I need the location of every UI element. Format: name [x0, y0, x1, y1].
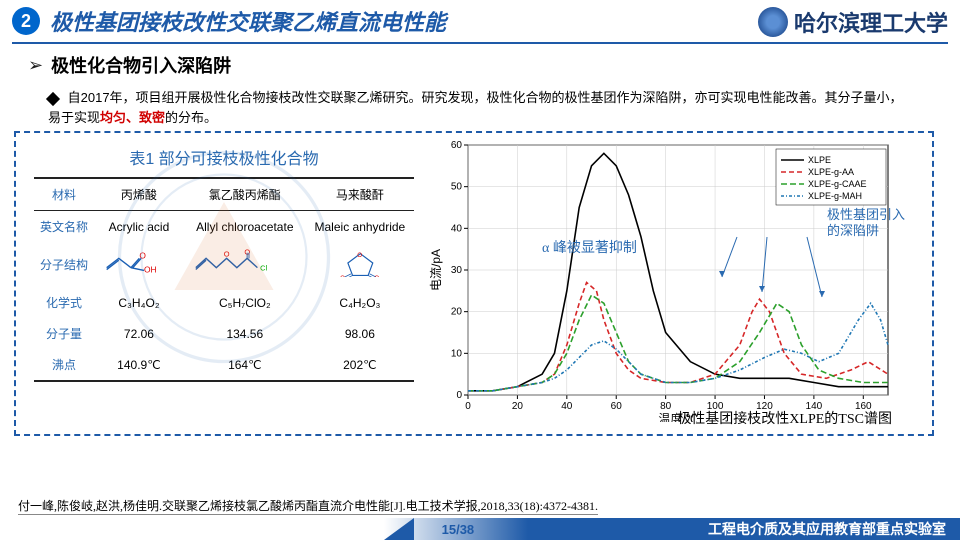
cell: Allyl chloroacetate: [184, 211, 306, 243]
section-number-badge: 2: [12, 7, 40, 35]
svg-text:O: O: [357, 252, 362, 259]
svg-text:XLPE-g-CAAE: XLPE-g-CAAE: [808, 179, 867, 189]
cell: 202℃: [306, 349, 414, 381]
svg-text:0: 0: [456, 390, 462, 401]
diamond-bullet-icon: [46, 91, 60, 105]
row-label-en: 英文名称: [34, 211, 94, 243]
svg-text:60: 60: [451, 140, 463, 151]
compound-table: 材料 丙烯酸 氯乙酸丙烯酯 马来酸酐 英文名称 Acrylic acid All…: [34, 177, 414, 382]
svg-text:50: 50: [451, 182, 463, 193]
chart-panel: 0204060801001201401600102030405060温度/℃电流…: [422, 137, 922, 430]
cell: 氯乙酸丙烯酯: [184, 178, 306, 211]
citation: 付一峰,陈俊岐,赵洪,杨佳明.交联聚乙烯接枝氯乙酸烯丙酯直流介电性能[J].电工…: [18, 497, 598, 515]
slide-title: 极性基团接枝改性交联聚乙烯直流电性能: [50, 5, 446, 37]
subheading-text: 极性化合物引入深陷阱: [51, 52, 231, 78]
cell: 马来酸酐: [306, 178, 414, 211]
row-label-formula: 化学式: [34, 287, 94, 318]
table-panel: 表1 部分可接枝极性化合物 材料 丙烯酸 氯乙酸丙烯酯 马来酸酐 英文名称 Ac…: [34, 137, 414, 430]
svg-text:Cl: Cl: [261, 263, 268, 272]
svg-text:0: 0: [465, 401, 471, 412]
description: 自2017年，项目组开展极性化合物接枝改性交联聚乙烯研究。研究发现，极性化合物的…: [0, 86, 960, 131]
cell: 164℃: [184, 349, 306, 381]
university-logo-icon: [758, 7, 788, 37]
cell: C₅H₇ClO₂: [184, 287, 306, 318]
svg-text:40: 40: [561, 401, 573, 412]
row-label-material: 材料: [34, 178, 94, 211]
chart-annotation-trap: 极性基团引入的深陷阱: [827, 207, 917, 238]
university-brand: 哈尔滨理工大学: [758, 6, 948, 38]
lab-name: 工程电介质及其应用教育部重点实验室: [708, 519, 946, 539]
cell: 72.06: [94, 318, 184, 349]
svg-text:XLPE-g-MAH: XLPE-g-MAH: [808, 191, 862, 201]
subheading: ➢ 极性化合物引入深陷阱: [0, 44, 960, 86]
cell: 98.06: [306, 318, 414, 349]
cell: 丙烯酸: [94, 178, 184, 211]
arrow-icon: ➢: [28, 55, 43, 76]
svg-text:60: 60: [611, 401, 623, 412]
row-label-bp: 沸点: [34, 349, 94, 381]
slide-footer: 15/38 工程电介质及其应用教育部重点实验室: [0, 518, 960, 540]
svg-text:10: 10: [451, 348, 463, 359]
svg-text:XLPE: XLPE: [808, 155, 831, 165]
cell: C₃H₄O₂: [94, 287, 184, 318]
row-label-struct: 分子结构: [34, 242, 94, 287]
molecule-caae: OOCl: [184, 242, 306, 287]
tsc-chart: 0204060801001201401600102030405060温度/℃电流…: [422, 137, 922, 422]
svg-text:O: O: [340, 275, 345, 277]
cell: C₄H₂O₃: [306, 287, 414, 318]
page-number: 15/38: [442, 522, 475, 537]
svg-text:20: 20: [451, 307, 463, 318]
svg-text:O: O: [374, 275, 379, 277]
svg-text:80: 80: [660, 401, 672, 412]
svg-text:电流/pA: 电流/pA: [429, 249, 443, 291]
content-panel: 表1 部分可接枝极性化合物 材料 丙烯酸 氯乙酸丙烯酯 马来酸酐 英文名称 Ac…: [14, 131, 934, 436]
molecule-aa: O OH: [94, 242, 184, 287]
svg-text:XLPE-g-AA: XLPE-g-AA: [808, 167, 854, 177]
table-title: 表1 部分可接枝极性化合物: [34, 137, 414, 177]
row-label-mw: 分子量: [34, 318, 94, 349]
molecule-mah: O O O: [306, 242, 414, 287]
chart-caption: 极性基团接枝改性XLPE的TSC谱图: [677, 408, 892, 428]
chart-annotation-alpha: α 峰被显著抑制: [542, 237, 637, 257]
cell: 140.9℃: [94, 349, 184, 381]
svg-text:20: 20: [512, 401, 524, 412]
svg-text:40: 40: [451, 223, 463, 234]
svg-text:O: O: [139, 250, 146, 260]
desc-highlight: 均匀、致密: [100, 110, 165, 125]
cell: Acrylic acid: [94, 211, 184, 243]
cell: 134.56: [184, 318, 306, 349]
svg-text:O: O: [224, 249, 230, 258]
svg-text:OH: OH: [144, 264, 157, 274]
cell: Maleic anhydride: [306, 211, 414, 243]
slide-header: 2 极性基团接枝改性交联聚乙烯直流电性能 哈尔滨理工大学: [0, 0, 960, 42]
university-name: 哈尔滨理工大学: [794, 6, 948, 38]
svg-text:30: 30: [451, 265, 463, 276]
desc-suffix: 的分布。: [165, 110, 217, 125]
